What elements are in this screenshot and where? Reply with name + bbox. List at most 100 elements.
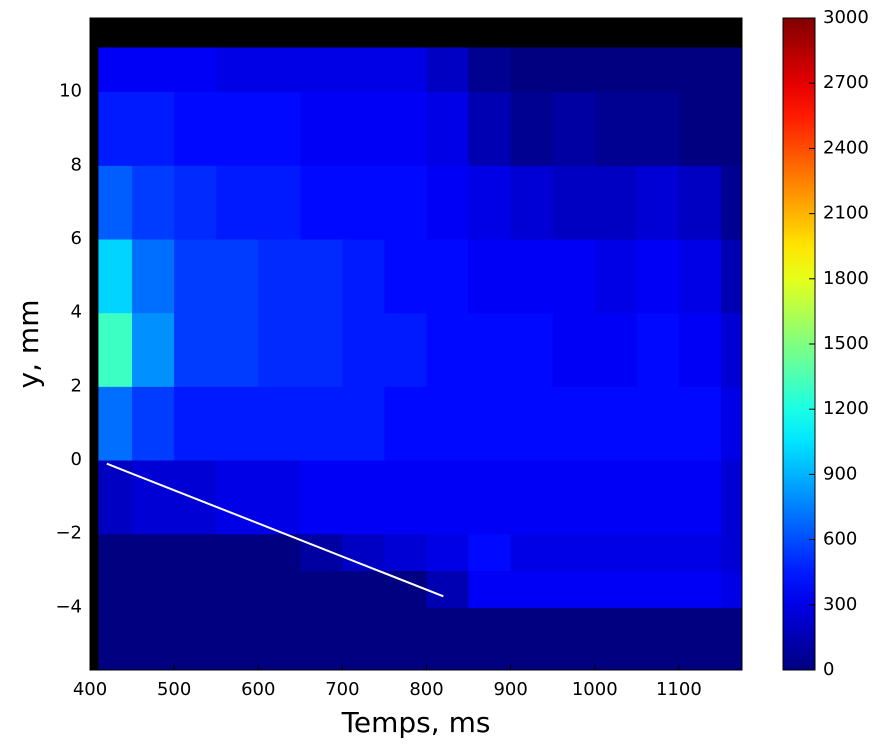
plot-frame	[89, 17, 743, 671]
heat-cell	[258, 607, 301, 671]
heat-cell	[258, 533, 301, 572]
heat-cell	[594, 386, 638, 461]
heat-cell	[720, 386, 743, 461]
heat-cell	[594, 460, 638, 535]
heat-cell	[258, 570, 301, 608]
heat-cell	[258, 312, 301, 387]
colorbar-tick-label: 2400	[823, 137, 869, 158]
heat-cell	[342, 239, 385, 314]
heat-cell	[300, 239, 343, 314]
heat-cell	[216, 47, 259, 93]
heat-cell	[594, 239, 638, 314]
heat-cell	[636, 533, 680, 572]
heat-cell	[552, 533, 596, 572]
heat-cell	[426, 47, 470, 93]
heat-cell	[174, 533, 217, 572]
heat-cell	[300, 460, 343, 535]
x-tick-label: 800	[409, 679, 443, 700]
heat-cell	[510, 47, 554, 93]
heat-cell	[216, 533, 259, 572]
heat-cell	[552, 47, 596, 93]
colorbar-tick-label: 1500	[823, 333, 869, 354]
colorbar-tick-label: 300	[823, 594, 857, 615]
heat-cell	[342, 312, 385, 387]
heat-cell	[552, 386, 596, 461]
heat-cell	[720, 607, 743, 671]
heat-cell	[594, 165, 638, 240]
heat-cell	[300, 386, 343, 461]
heat-cell	[98, 570, 133, 608]
heat-cell	[300, 570, 343, 608]
heat-cell	[132, 312, 175, 387]
heat-cell	[132, 460, 175, 535]
heat-cell	[98, 312, 133, 387]
heat-cell	[300, 533, 343, 572]
heat-cell	[510, 91, 554, 166]
heat-cell	[300, 47, 343, 93]
heat-cell	[678, 533, 722, 572]
heat-cell	[384, 165, 428, 240]
heat-cell	[300, 607, 343, 671]
heat-cell	[426, 91, 470, 166]
heat-cell	[258, 91, 301, 166]
heat-cell	[98, 239, 133, 314]
heat-cell	[342, 91, 385, 166]
heat-cell	[258, 460, 301, 535]
heat-cell	[342, 386, 385, 461]
heat-cell	[678, 91, 722, 166]
x-tick-label: 400	[73, 679, 107, 700]
heat-cell	[552, 91, 596, 166]
heat-cell	[384, 91, 428, 166]
heat-cell	[216, 570, 259, 608]
x-tick-label: 600	[241, 679, 275, 700]
heat-cell	[132, 533, 175, 572]
y-tick-label: −2	[55, 523, 82, 544]
heat-cell	[132, 607, 175, 671]
heat-cell	[468, 165, 512, 240]
heat-cell	[636, 312, 680, 387]
heat-cell	[594, 47, 638, 93]
heat-cell	[510, 312, 554, 387]
heat-cell	[678, 47, 722, 93]
heat-cell	[216, 312, 259, 387]
x-tick-label: 900	[493, 679, 527, 700]
overlay-line	[106, 462, 444, 598]
heat-cell	[174, 165, 217, 240]
colorbar-tick-label: 0	[823, 659, 834, 680]
heat-cell	[342, 460, 385, 535]
heat-cell	[552, 570, 596, 608]
heat-cell	[720, 570, 743, 608]
colorbar-tick-label: 1800	[823, 268, 869, 289]
heat-cell	[468, 460, 512, 535]
heat-cell	[300, 312, 343, 387]
heat-cell	[426, 239, 470, 314]
heat-cell	[552, 165, 596, 240]
y-tick-label: 10	[59, 81, 82, 102]
heat-cell	[468, 533, 512, 572]
heat-cell	[594, 91, 638, 166]
heat-cell	[384, 533, 428, 572]
heat-cell	[552, 460, 596, 535]
heat-cell	[678, 570, 722, 608]
heat-cell	[384, 386, 428, 461]
y-tick-label: 4	[71, 302, 82, 323]
heat-cell	[720, 312, 743, 387]
heat-cell	[174, 607, 217, 671]
heat-cell	[552, 312, 596, 387]
heat-cell	[384, 47, 428, 93]
heat-cell	[174, 47, 217, 93]
heat-cell	[132, 91, 175, 166]
heat-cell	[384, 239, 428, 314]
heat-cell	[636, 460, 680, 535]
heat-cell	[678, 460, 722, 535]
y-tick-label: −4	[55, 596, 82, 617]
heat-cell	[510, 239, 554, 314]
heat-cell	[384, 460, 428, 535]
heat-cell	[468, 47, 512, 93]
heat-cell	[426, 607, 470, 671]
y-tick-label: 0	[71, 449, 82, 470]
heat-cell	[132, 239, 175, 314]
heat-cell	[98, 47, 133, 93]
heat-cell	[720, 533, 743, 572]
